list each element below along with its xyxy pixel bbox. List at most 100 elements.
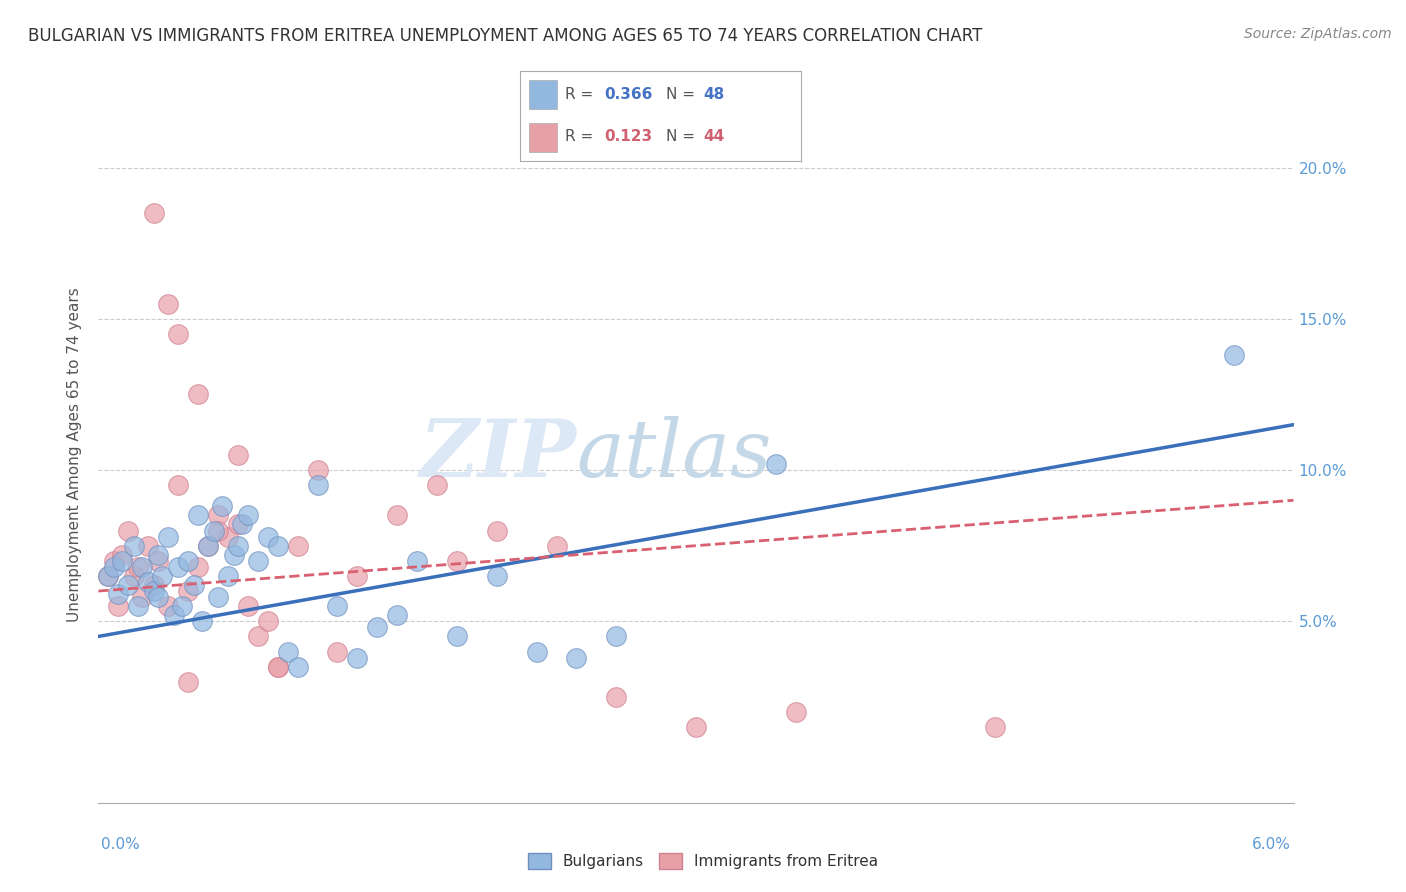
Point: [385, 608, 409, 623]
Point: [177, 554, 200, 568]
Point: [446, 554, 468, 568]
Text: ZIP: ZIP: [419, 417, 576, 493]
Point: [785, 705, 807, 719]
Point: [207, 590, 229, 604]
Point: [226, 517, 249, 532]
Point: [177, 674, 200, 689]
Text: Source: ZipAtlas.com: Source: ZipAtlas.com: [1244, 27, 1392, 41]
Point: [167, 559, 190, 574]
Point: [157, 599, 180, 614]
Point: [256, 615, 278, 629]
Point: [246, 629, 269, 643]
Point: [207, 524, 229, 538]
Point: [163, 608, 186, 623]
Point: [143, 206, 166, 220]
Y-axis label: Unemployment Among Ages 65 to 74 years: Unemployment Among Ages 65 to 74 years: [67, 287, 83, 623]
Point: [765, 457, 787, 471]
Point: [426, 478, 449, 492]
Point: [111, 554, 134, 568]
Point: [187, 508, 209, 523]
Point: [685, 720, 707, 734]
Text: 6.0%: 6.0%: [1251, 837, 1291, 852]
Point: [127, 599, 149, 614]
Point: [211, 500, 233, 514]
Point: [136, 539, 159, 553]
Point: [117, 524, 139, 538]
Point: [446, 629, 468, 643]
Point: [267, 539, 290, 553]
Point: [197, 539, 219, 553]
Point: [217, 530, 239, 544]
Point: [1222, 348, 1246, 362]
Point: [148, 548, 170, 562]
Point: [111, 548, 134, 562]
Point: [107, 599, 129, 614]
Point: [187, 559, 209, 574]
Point: [187, 387, 209, 401]
Text: atlas: atlas: [576, 417, 772, 493]
Point: [103, 559, 125, 574]
Point: [150, 569, 173, 583]
Text: 0.123: 0.123: [605, 129, 652, 145]
Point: [326, 599, 349, 614]
Point: [131, 590, 153, 604]
Point: [287, 539, 309, 553]
Point: [406, 554, 429, 568]
Point: [117, 578, 139, 592]
Bar: [529, 123, 557, 152]
Point: [143, 578, 166, 592]
Point: [97, 569, 120, 583]
Point: [167, 478, 190, 492]
Point: [124, 569, 146, 583]
Point: [236, 599, 259, 614]
Text: N =: N =: [666, 129, 700, 145]
Point: [172, 599, 194, 614]
Text: R =: R =: [565, 129, 599, 145]
Point: [236, 508, 259, 523]
Point: [231, 517, 253, 532]
Point: [136, 574, 159, 589]
Text: 48: 48: [703, 87, 724, 102]
Point: [267, 659, 290, 673]
Point: [157, 530, 180, 544]
Point: [546, 539, 568, 553]
Point: [984, 720, 1007, 734]
Point: [207, 508, 229, 523]
Point: [565, 650, 588, 665]
Point: [148, 554, 170, 568]
Text: 0.0%: 0.0%: [101, 837, 141, 852]
Point: [366, 620, 388, 634]
Legend: Bulgarians, Immigrants from Eritrea: Bulgarians, Immigrants from Eritrea: [522, 847, 884, 875]
Point: [287, 659, 309, 673]
Point: [143, 584, 166, 599]
Point: [605, 690, 627, 704]
Point: [103, 554, 125, 568]
Point: [127, 559, 149, 574]
Point: [222, 548, 245, 562]
Point: [605, 629, 627, 643]
Point: [307, 478, 329, 492]
Text: BULGARIAN VS IMMIGRANTS FROM ERITREA UNEMPLOYMENT AMONG AGES 65 TO 74 YEARS CORR: BULGARIAN VS IMMIGRANTS FROM ERITREA UNE…: [28, 27, 983, 45]
Point: [256, 530, 278, 544]
Point: [277, 644, 299, 658]
Point: [226, 448, 249, 462]
Bar: [529, 80, 557, 109]
Text: 44: 44: [703, 129, 724, 145]
Point: [226, 539, 249, 553]
Point: [157, 296, 180, 310]
Point: [177, 584, 200, 599]
Point: [217, 569, 239, 583]
Point: [346, 569, 368, 583]
Point: [246, 554, 269, 568]
Point: [97, 569, 120, 583]
Point: [124, 539, 146, 553]
Point: [485, 569, 508, 583]
Point: [197, 539, 219, 553]
Text: R =: R =: [565, 87, 599, 102]
Point: [346, 650, 368, 665]
Point: [191, 615, 214, 629]
Point: [526, 644, 548, 658]
Point: [148, 590, 170, 604]
Point: [167, 326, 190, 341]
Point: [202, 524, 225, 538]
